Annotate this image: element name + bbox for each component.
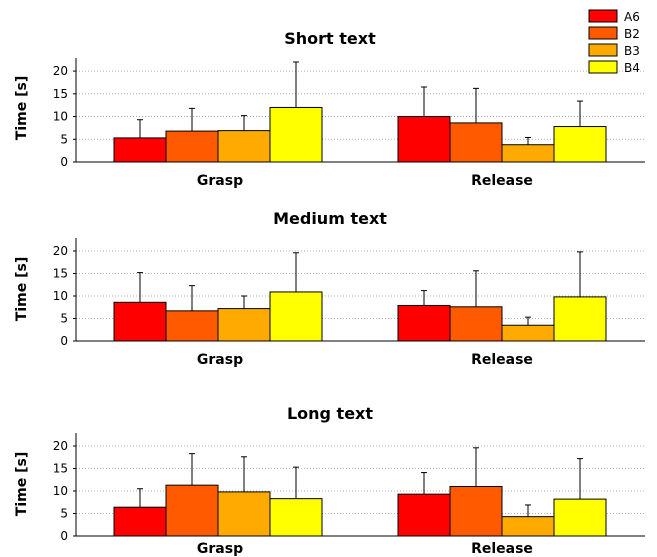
bar xyxy=(113,301,167,342)
bar xyxy=(113,506,167,537)
legend-label: B3 xyxy=(624,44,640,58)
bar xyxy=(113,137,167,163)
chart-title: Medium text xyxy=(273,209,387,228)
y-tick-label: 5 xyxy=(60,132,68,146)
legend-label: B2 xyxy=(624,27,640,41)
y-tick-label: 15 xyxy=(53,267,68,281)
bar xyxy=(269,498,323,537)
bar xyxy=(397,116,451,163)
x-tick-label: Grasp xyxy=(197,541,243,557)
bar xyxy=(553,498,607,537)
chart-title: Long text xyxy=(287,404,373,423)
x-tick-label: Release xyxy=(471,173,533,189)
legend-swatch xyxy=(588,60,618,74)
x-tick-label: Release xyxy=(471,352,533,368)
bar xyxy=(449,122,503,163)
bar xyxy=(449,306,503,342)
y-tick-label: 15 xyxy=(53,87,68,101)
bar xyxy=(501,324,555,342)
bar xyxy=(269,291,323,342)
bar xyxy=(501,516,555,537)
y-tick-label: 10 xyxy=(53,289,68,303)
bar xyxy=(501,144,555,163)
legend-label: A6 xyxy=(624,10,640,24)
bar xyxy=(165,484,219,537)
y-tick-label: 5 xyxy=(60,312,68,326)
chart-title: Short text xyxy=(284,29,376,48)
panel-long-text: Long text Time [s] Grasp Release 0 5 10 15 2… xyxy=(14,404,645,557)
bar xyxy=(217,491,271,537)
y-axis-label: Time [s] xyxy=(14,452,30,516)
bar xyxy=(217,130,271,163)
legend-swatch xyxy=(588,9,618,23)
bar xyxy=(217,308,271,342)
y-tick-label: 0 xyxy=(60,529,68,543)
y-tick-label: 5 xyxy=(60,507,68,521)
y-tick-label: 0 xyxy=(60,334,68,348)
y-tick-label: 20 xyxy=(53,64,68,78)
panel-short-text: Short text Time [s] Grasp Release 0 5 10 15… xyxy=(14,29,645,189)
bar xyxy=(269,106,323,163)
bar xyxy=(165,310,219,342)
x-tick-label: Release xyxy=(471,541,533,557)
y-axis-label: Time [s] xyxy=(14,257,30,321)
x-tick-label: Grasp xyxy=(197,352,243,368)
y-tick-label: 20 xyxy=(53,244,68,258)
y-axis-label: Time [s] xyxy=(14,76,30,140)
y-tick-label: 15 xyxy=(53,462,68,476)
bar xyxy=(397,304,451,342)
y-tick-label: 10 xyxy=(53,484,68,498)
panel-medium-text: Medium text Time [s] Grasp Release 0 5 10 1… xyxy=(14,209,645,368)
bar xyxy=(553,126,607,163)
x-tick-label: Grasp xyxy=(197,173,243,189)
legend: A6 B2 B3 B4 xyxy=(588,9,640,75)
bar xyxy=(165,130,219,163)
legend-swatch xyxy=(588,26,618,40)
legend-swatch xyxy=(588,43,618,57)
bar xyxy=(397,493,451,537)
y-tick-label: 10 xyxy=(53,110,68,124)
bar xyxy=(553,296,607,342)
legend-label: B4 xyxy=(624,61,640,75)
y-tick-label: 0 xyxy=(60,155,68,169)
bar xyxy=(449,486,503,537)
y-tick-label: 20 xyxy=(53,439,68,453)
